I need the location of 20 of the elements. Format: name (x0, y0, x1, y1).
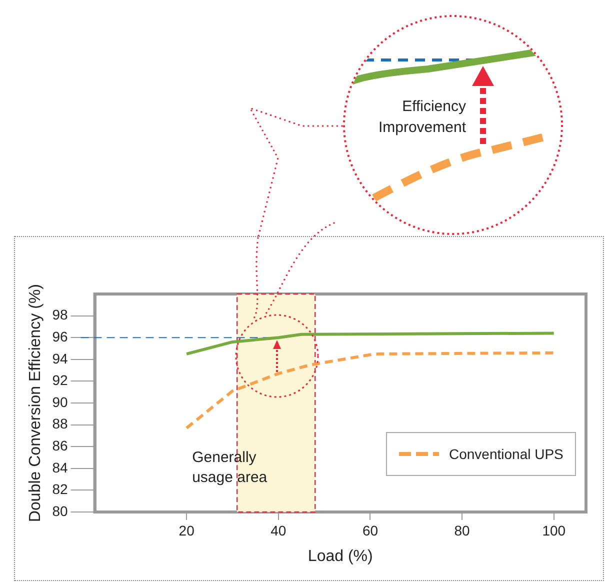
y-tick-label: 92 (52, 372, 68, 388)
y-tick-label: 94 (52, 350, 68, 366)
y-tick-label: 84 (52, 459, 68, 476)
y-tick-label: 96 (52, 328, 68, 344)
x-axis-title: Load (%) (308, 548, 373, 565)
band-label: Generally usage area (192, 449, 268, 486)
text: Efficiency Improvement (377, 97, 466, 138)
x-tick-label: 100 (542, 522, 566, 538)
y-tick-label: 86 (52, 437, 68, 454)
y-axis-title: Double Conversion Efficiency (%) (27, 284, 44, 522)
y-tick-label: 90 (52, 394, 68, 410)
y-tick-label: 98 (52, 306, 68, 323)
y-tick-label: 82 (52, 481, 68, 498)
x-tick-label: 80 (454, 522, 470, 538)
x-tick-label: 40 (270, 522, 286, 538)
legend-label: Conventional UPS (449, 445, 564, 464)
y-tick-label: 88 (52, 416, 68, 432)
y-tick-label: 80 (52, 502, 68, 519)
x-tick-label: 20 (178, 522, 195, 538)
x-tick-label: 60 (362, 522, 378, 538)
